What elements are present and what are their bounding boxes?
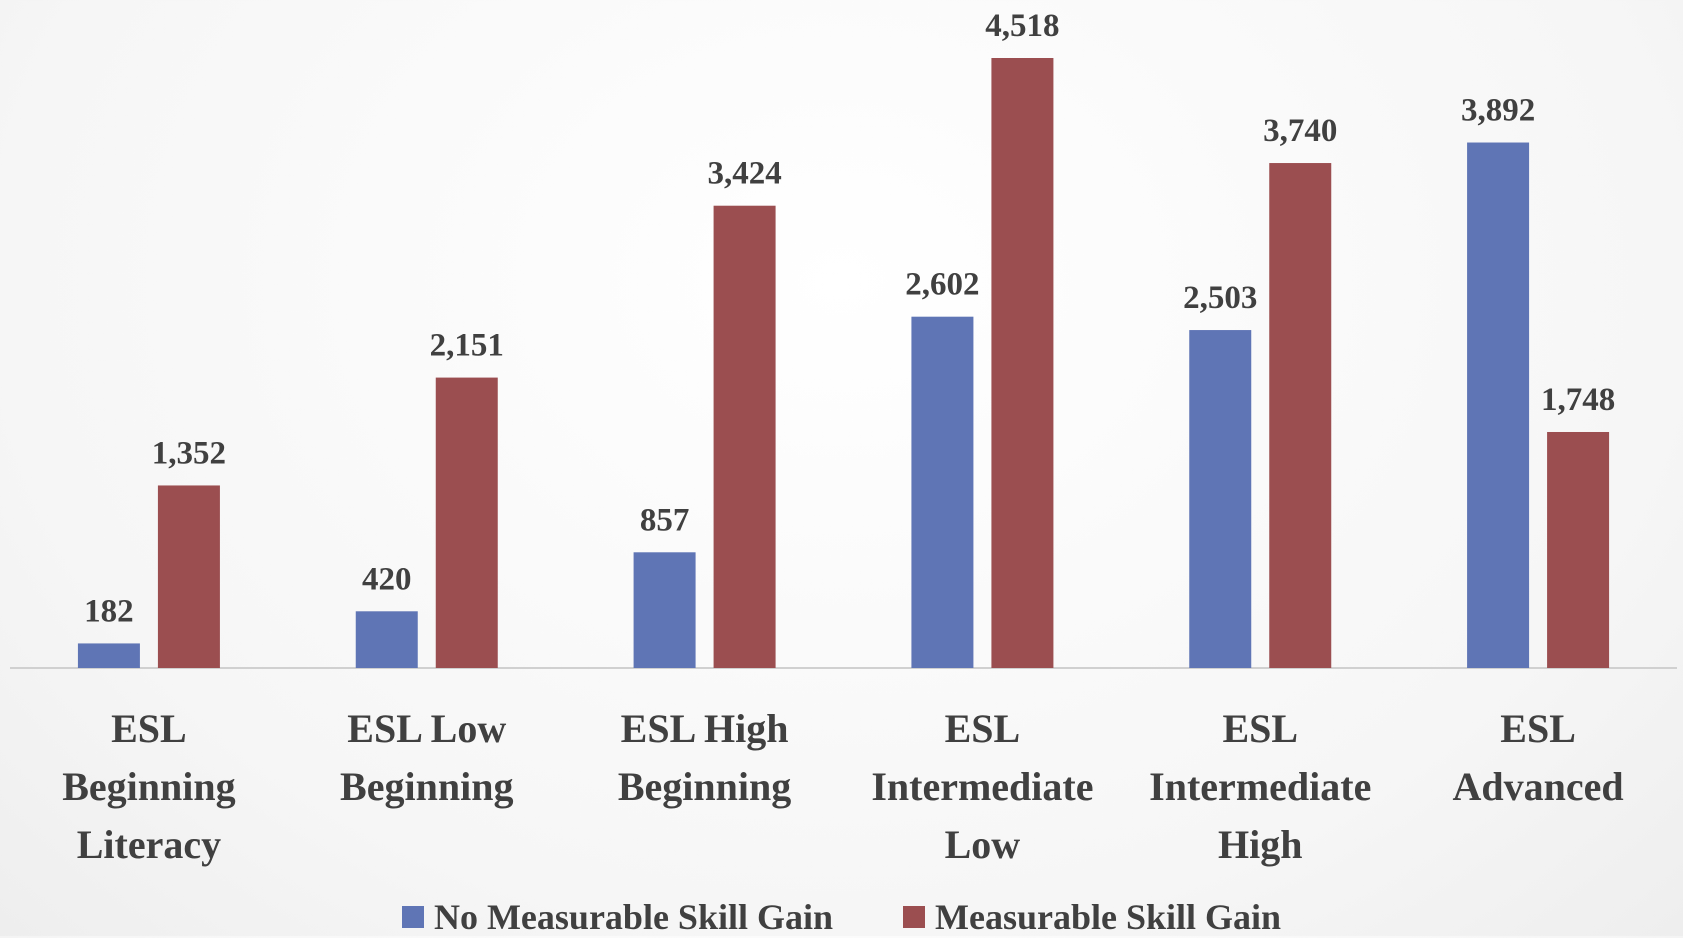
x-tick-label: ESL Beginning Literacy: [62, 706, 236, 867]
bar: [991, 58, 1054, 668]
bar: [1189, 330, 1252, 668]
bar: [911, 316, 974, 668]
data-label: 2,151: [430, 328, 504, 364]
x-tick-label: ESL Low Beginning: [340, 706, 514, 809]
data-label: 857: [640, 502, 690, 538]
bar: [633, 552, 696, 668]
bar: [77, 643, 140, 668]
x-tick-label: ESL High Beginning: [617, 706, 792, 809]
bar: [713, 205, 776, 668]
legend-item: Measurable Skill Gain: [903, 896, 1281, 938]
bar: [1467, 142, 1530, 668]
bar: [157, 485, 220, 668]
data-label: 182: [84, 593, 134, 629]
data-label: 420: [362, 561, 412, 597]
data-label: 3,892: [1461, 93, 1535, 129]
data-label: 2,602: [905, 267, 979, 303]
legend: No Measurable Skill Gain Measurable Skill…: [0, 896, 1683, 938]
legend-label: No Measurable Skill Gain: [433, 897, 833, 937]
data-label: 2,503: [1183, 280, 1257, 316]
x-tick-label: ESL Intermediate High: [1149, 706, 1372, 867]
data-label: 3,424: [707, 156, 781, 192]
data-label: 1,748: [1541, 382, 1615, 418]
legend-swatch: [401, 906, 424, 928]
data-label: 3,740: [1263, 113, 1337, 149]
x-tick-label: ESL Advanced: [1452, 706, 1624, 809]
data-label: 4,518: [985, 8, 1059, 44]
data-label: 1,352: [152, 435, 226, 471]
bar: [355, 611, 418, 668]
x-tick-label: ESL Intermediate Low: [871, 706, 1094, 867]
bar: [435, 377, 498, 668]
bar: [1269, 163, 1332, 668]
legend-label: Measurable Skill Gain: [935, 897, 1282, 937]
legend-item: No Measurable Skill Gain: [401, 896, 833, 938]
bar: [1547, 431, 1610, 668]
legend-swatch: [903, 906, 925, 928]
